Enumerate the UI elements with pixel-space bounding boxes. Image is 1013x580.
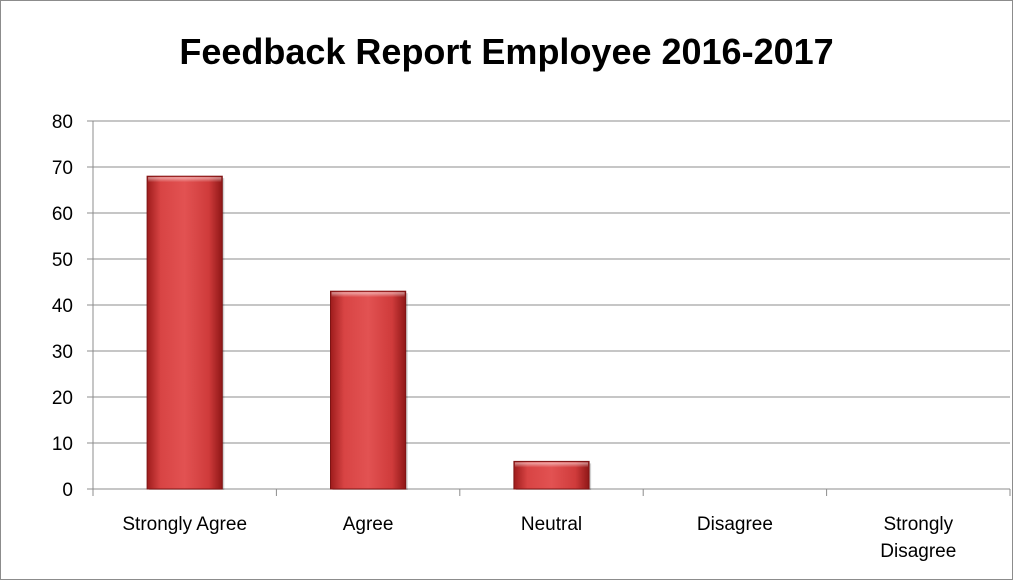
y-tick-label: 20 — [52, 388, 73, 409]
y-tick-label: 80 — [52, 112, 73, 133]
y-tick-label: 70 — [52, 158, 73, 179]
x-category-label: Agree — [343, 514, 394, 535]
y-tick-label: 0 — [62, 480, 73, 501]
y-tick-label: 10 — [52, 434, 73, 455]
bar — [146, 175, 225, 490]
y-tick-label: 30 — [52, 342, 73, 363]
x-category-label: Strongly Agree — [122, 514, 247, 535]
x-category-label: Strongly — [883, 514, 953, 535]
chart-title: Feedback Report Employee 2016-2017 — [179, 31, 834, 72]
bar — [330, 290, 408, 490]
y-tick-label: 50 — [52, 250, 73, 271]
bar — [513, 460, 592, 490]
x-category-label: Neutral — [521, 514, 582, 535]
x-category-label: Disagree — [880, 541, 956, 562]
y-tick-label: 60 — [52, 204, 73, 225]
y-tick-label: 40 — [52, 296, 73, 317]
x-category-label: Disagree — [697, 514, 773, 535]
